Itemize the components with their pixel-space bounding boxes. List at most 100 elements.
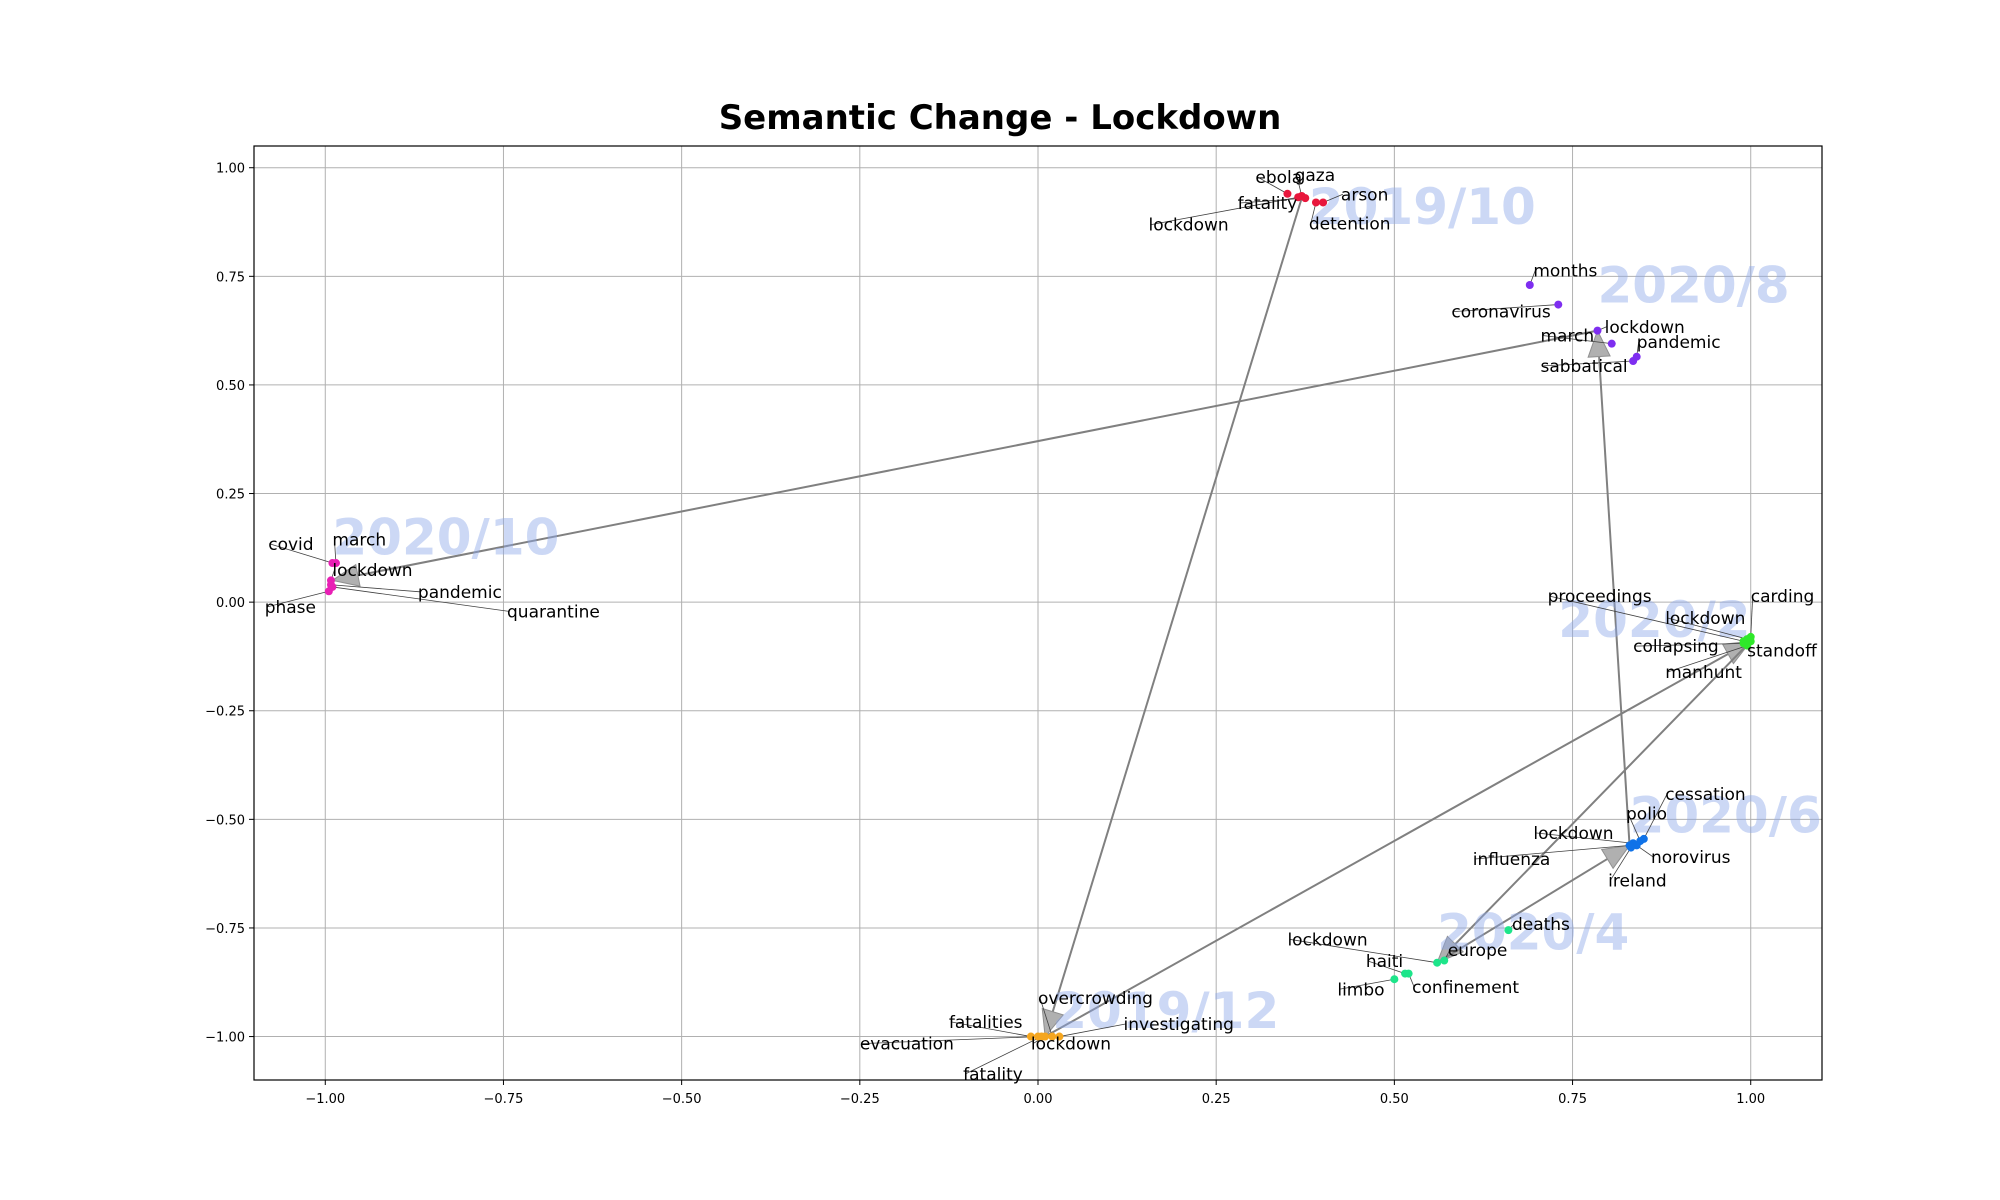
y-tick-label: −0.25 [205,705,245,720]
x-tick-label: −1.00 [305,1092,345,1107]
x-tick-label: −0.25 [840,1092,880,1107]
leader-line [1542,335,1612,345]
leader-lines [266,174,1754,1075]
data-point [1311,198,1320,207]
word-label: covid [268,535,313,555]
word-label: limbo [1337,980,1384,1000]
y-tick-label: 0.25 [216,488,245,503]
data-point [1433,958,1442,967]
x-tick-label: 0.25 [1202,1092,1231,1107]
word-label: phase [265,598,316,618]
leader-line [1643,793,1668,840]
word-label: ireland [1608,872,1667,892]
data-points [324,189,1755,1041]
data-point [1390,975,1399,984]
data-point [1525,281,1534,290]
data-point [1294,193,1303,202]
leader-line [1059,1023,1126,1037]
word-label: march [1540,326,1594,346]
word-label: lockdown [1533,824,1613,844]
word-label: europe [1448,941,1508,961]
data-point [1048,1032,1057,1041]
period-label: 2019/12 [1052,982,1279,1040]
leader-line [1667,645,1748,673]
period-label: 2020/8 [1597,256,1789,314]
leader-line [270,543,333,564]
chart-title: Semantic Change - Lockdown [718,98,1282,138]
word-label: detention [1309,214,1391,234]
data-point [1283,189,1292,198]
y-tick-label: 0.50 [216,379,245,394]
leader-line [1257,176,1288,195]
data-point [1629,357,1638,366]
word-label: march [332,531,386,551]
data-point [1026,1032,1035,1041]
word-label: haiti [1366,952,1403,972]
word-label: norovirus [1651,848,1731,868]
trajectory-arrowhead [1436,935,1465,964]
leader-line [1627,813,1641,842]
y-tick-label: −0.75 [205,922,245,937]
word-label: manhunt [1665,663,1742,683]
trajectory-arrowhead [1041,1007,1065,1038]
y-tick-label: 0.75 [216,270,245,285]
leader-line [861,1036,1039,1044]
word-label: carding [1751,587,1815,607]
data-point [1593,326,1602,335]
word-label: influenza [1473,850,1551,870]
period-label: 2020/10 [332,508,559,566]
x-tick-label: −0.75 [484,1092,524,1107]
leader-line [266,590,329,608]
x-tick-label: 0.50 [1380,1092,1409,1107]
leader-line [1150,196,1299,226]
trajectory-line [1051,197,1303,1012]
data-point [1626,843,1635,852]
x-tick-label: 0.75 [1558,1092,1587,1107]
y-tick-label: 0.00 [216,596,245,611]
period-label: 2020/4 [1437,904,1629,962]
leader-line [1367,960,1406,974]
leader-line [1542,360,1634,367]
word-label: investigating [1124,1015,1234,1035]
data-point [331,559,340,568]
word-label: lockdown [1148,216,1228,236]
trajectory-line [1598,356,1631,846]
trajectory-line [1044,653,1729,1038]
data-point [1404,969,1413,978]
data-point [328,582,337,591]
leader-line [1549,595,1744,642]
word-label: cessation [1665,785,1746,805]
word-label: confinement [1412,978,1519,998]
word-label: deaths [1512,915,1570,935]
data-point [1743,641,1752,650]
y-tick-label: 1.00 [216,162,245,177]
data-point [1554,300,1563,309]
data-point [1301,194,1310,203]
data-point [1607,339,1616,348]
word-label: fatalities [949,1013,1023,1033]
word-label: coronavirus [1451,303,1551,323]
leader-line [1339,978,1395,990]
period-label: 2020/2 [1558,591,1750,649]
x-tick-label: −0.50 [662,1092,702,1107]
trajectory-line [1436,858,1608,964]
word-label: fatality [963,1065,1023,1085]
word-label: lockdown [1605,318,1685,338]
trajectory-arrowhead [1587,329,1611,358]
word-label: overcrowding [1038,989,1153,1009]
word-label: lockdown [332,561,412,581]
word-label: pandemic [1637,333,1721,353]
word-label: pandemic [418,583,502,603]
word-label: collapsing [1633,637,1719,657]
y-tick-label: −1.00 [205,1031,245,1046]
data-point [1440,956,1449,965]
leader-line [950,1021,1031,1037]
leader-line [1474,845,1630,860]
word-label: fatality [1238,194,1298,214]
y-tick-label: −0.50 [205,813,245,828]
leader-line [1239,197,1306,204]
word-label: standoff [1747,641,1818,661]
x-tick-label: 0.00 [1024,1092,1053,1107]
